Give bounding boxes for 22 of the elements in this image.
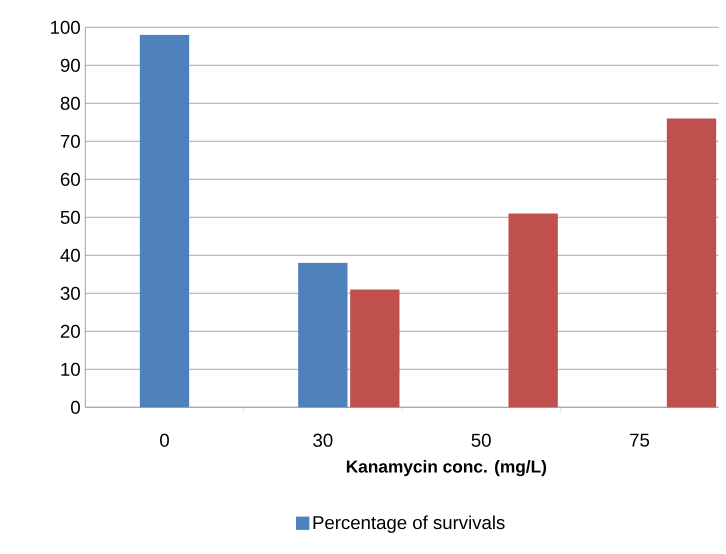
bar — [508, 214, 558, 408]
y-tick-label: 90 — [60, 58, 80, 72]
x-tick-label: 30 — [313, 434, 332, 447]
x-tick-label: 50 — [472, 434, 491, 447]
y-tick-label: 10 — [61, 362, 80, 376]
y-tick-label: 40 — [60, 248, 80, 262]
y-tick-label: 60 — [60, 172, 80, 186]
x-tick-label: 75 — [630, 434, 650, 447]
bar — [140, 34, 190, 408]
bar — [350, 290, 400, 408]
bar — [298, 262, 348, 408]
y-tick-label: 20 — [60, 324, 80, 338]
y-tick-label: 50 — [60, 210, 80, 224]
y-tick-label: 80 — [60, 96, 80, 110]
legend-label: Percentage of survivals — [314, 516, 505, 533]
x-tick-label: 0 — [160, 434, 169, 447]
y-tick-label: 100 — [51, 20, 80, 34]
y-tick-label: 30 — [60, 286, 80, 300]
y-tick-label: 70 — [60, 134, 80, 148]
bar — [666, 118, 716, 408]
x-axis-title: Kanamycin conc. (mg/L) — [346, 460, 546, 476]
y-tick-label: 0 — [71, 400, 80, 414]
